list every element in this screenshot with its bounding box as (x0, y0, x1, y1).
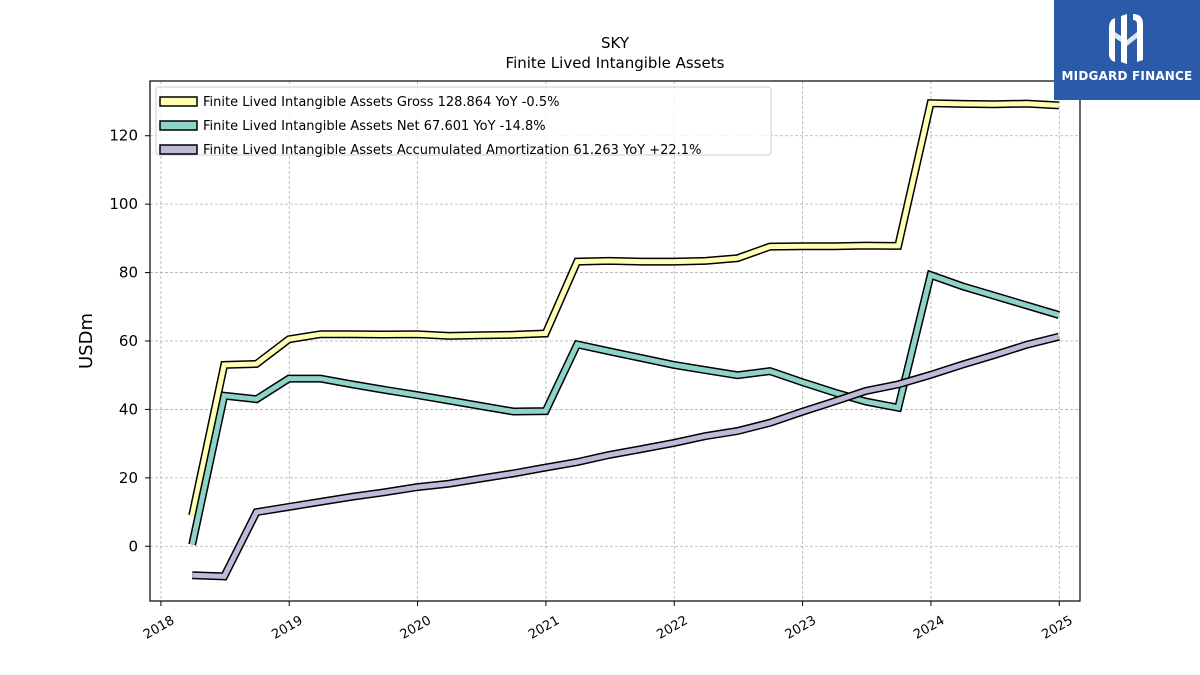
y-axis-label: USDm (76, 313, 97, 369)
legend-box (155, 86, 772, 156)
x-tick-label: 2022 (654, 613, 690, 643)
x-tick-label: 2020 (398, 613, 434, 643)
brand-logo: MIDGARD FINANCE (1054, 0, 1200, 100)
series-outline-2 (192, 332, 1060, 581)
y-tick-label: 60 (119, 332, 138, 350)
legend-label-0: Finite Lived Intangible Assets Gross 128… (203, 95, 559, 110)
series-line-0 (189, 100, 1060, 517)
legend-label-1: Finite Lived Intangible Assets Net 67.60… (203, 119, 546, 134)
y-tick-label: 100 (109, 195, 138, 213)
y-tick-label: 20 (119, 469, 138, 487)
brand-name: MIDGARD FINANCE (1061, 69, 1193, 83)
legend-swatch-1 (159, 120, 198, 131)
series-layer (188, 99, 1061, 581)
series-line-2 (192, 334, 1060, 579)
x-tick-label: 2024 (911, 613, 947, 643)
y-tick-label: 80 (119, 264, 138, 282)
x-tick-label: 2023 (783, 613, 819, 643)
legend-swatch-2 (159, 144, 198, 155)
midgard-logo-icon (1109, 14, 1143, 64)
legend: Finite Lived Intangible Assets Gross 128… (155, 86, 772, 158)
x-tick-label: 2018 (141, 613, 177, 643)
chart-title: SKY (601, 34, 630, 52)
chart-subtitle: Finite Lived Intangible Assets (506, 54, 725, 72)
y-tick-label: 0 (128, 537, 138, 555)
legend-swatch-0 (159, 96, 198, 107)
x-tick-label: 2019 (269, 613, 305, 643)
y-tick-label: 40 (119, 400, 138, 418)
x-tick-label: 2021 (526, 613, 562, 643)
x-tick-label: 2025 (1039, 613, 1075, 643)
series-line-1 (189, 271, 1060, 546)
legend-label-2: Finite Lived Intangible Assets Accumulat… (203, 143, 701, 158)
y-tick-label: 120 (109, 127, 138, 145)
